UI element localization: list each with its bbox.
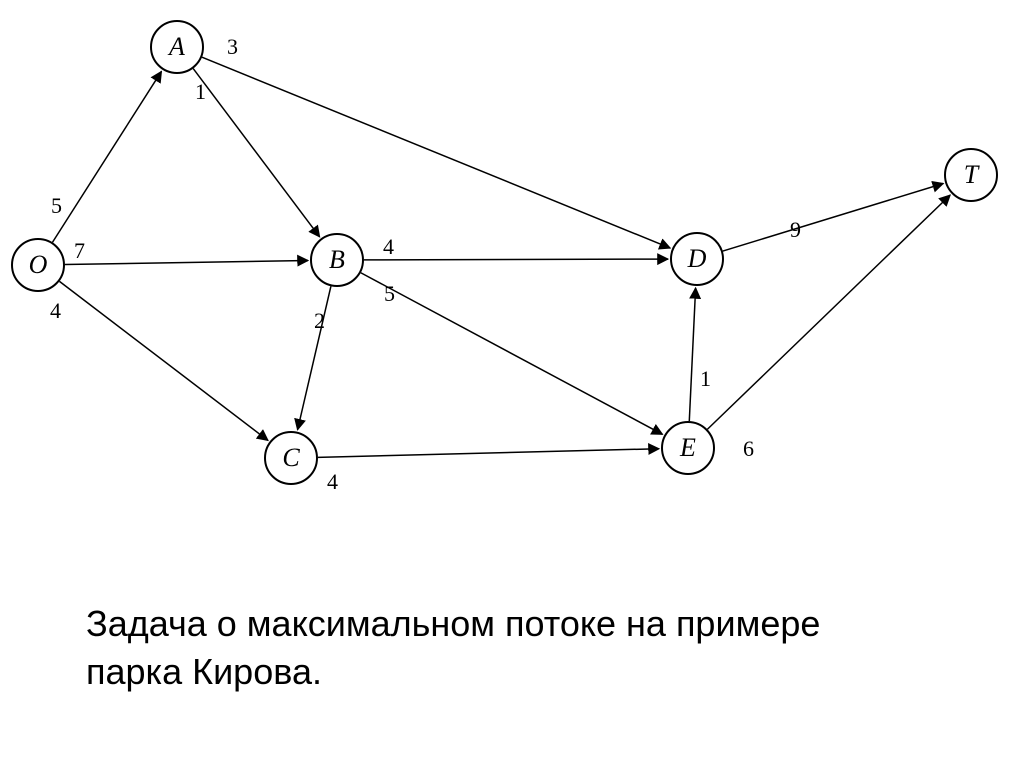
node-C: C xyxy=(264,431,318,485)
edge-label-A-D: 3 xyxy=(227,34,238,60)
edge-O-A xyxy=(53,71,162,242)
edge-E-D xyxy=(689,288,695,421)
diagram-canvas: OABCDET 574132454916 Задача о максимальн… xyxy=(0,0,1024,767)
edge-B-E xyxy=(361,273,663,435)
edge-B-D xyxy=(364,259,668,260)
edge-label-B-D: 4 xyxy=(383,234,394,260)
edge-label-B-C: 2 xyxy=(314,308,325,334)
edge-O-C xyxy=(59,281,267,440)
node-D: D xyxy=(670,232,724,286)
node-E: E xyxy=(661,421,715,475)
caption-text: Задача о максимальном потоке на примере … xyxy=(86,600,820,696)
edge-label-O-B: 7 xyxy=(74,238,85,264)
edge-label-A-B: 1 xyxy=(195,79,206,105)
caption-line: парка Кирова. xyxy=(86,648,820,696)
edge-A-D xyxy=(202,57,670,248)
edge-O-B xyxy=(65,260,308,264)
edge-label-B-E: 5 xyxy=(384,281,395,307)
edge-label-E-T: 6 xyxy=(743,436,754,462)
edge-label-O-C: 4 xyxy=(50,298,61,324)
edge-label-O-A: 5 xyxy=(51,193,62,219)
caption-line: Задача о максимальном потоке на примере xyxy=(86,600,820,648)
edge-C-E xyxy=(318,449,659,458)
edge-label-D-T: 9 xyxy=(790,217,801,243)
node-T: T xyxy=(944,148,998,202)
node-O: O xyxy=(11,238,65,292)
node-A: A xyxy=(150,20,204,74)
edge-E-T xyxy=(707,195,950,429)
edge-D-T xyxy=(723,184,943,252)
edge-label-C-E: 4 xyxy=(327,469,338,495)
node-B: B xyxy=(310,233,364,287)
edge-A-B xyxy=(193,69,319,237)
edge-label-E-D: 1 xyxy=(700,366,711,392)
